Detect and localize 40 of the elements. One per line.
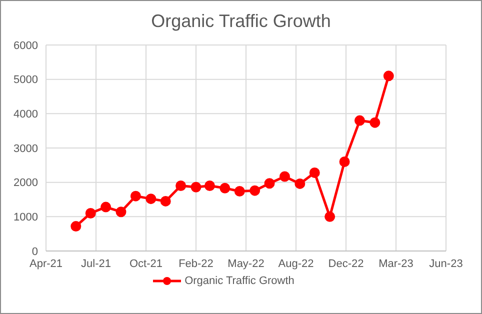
point [234,186,245,197]
y-tick-label: 6000 [14,40,38,52]
point [324,211,336,222]
point [339,156,350,167]
point [279,171,290,182]
y-tick-label: 4000 [14,108,38,121]
point [354,115,365,126]
legend-label: Organic Traffic Growth [184,275,294,287]
x-tick-label: Dec-22 [328,258,364,270]
chart-title: Organic Traffic Growth [150,11,332,33]
point [146,194,156,204]
point [100,202,112,212]
point [220,182,230,194]
point [383,70,394,82]
x-tick-label: Mar-23 [378,258,414,270]
y-tick-label: 3000 [14,142,38,155]
y-tick-label: 2000 [14,177,38,190]
x-tick-label: Feb-22 [178,258,214,270]
point [294,178,306,189]
point [160,196,171,206]
point [264,178,275,189]
x-tick-label: May-22 [228,258,264,270]
point [204,180,215,192]
x-tick-label: Aug-22 [278,258,314,270]
point [85,208,96,218]
x-tick-label: Jul-21 [81,258,111,270]
point [116,206,126,218]
point [190,182,202,192]
y-tick-label: 1000 [14,212,38,224]
x-tick-label: Apr-21 [29,258,63,270]
y-tick-label: 0 [32,246,38,258]
y-tick-label: 5000 [14,74,38,86]
point [309,167,320,178]
point [130,190,141,202]
point [370,117,380,128]
x-tick-label: Oct-21 [129,258,163,270]
point [250,185,260,196]
point [70,221,82,232]
x-tick-label: Jun-23 [429,258,463,270]
point [176,180,186,192]
